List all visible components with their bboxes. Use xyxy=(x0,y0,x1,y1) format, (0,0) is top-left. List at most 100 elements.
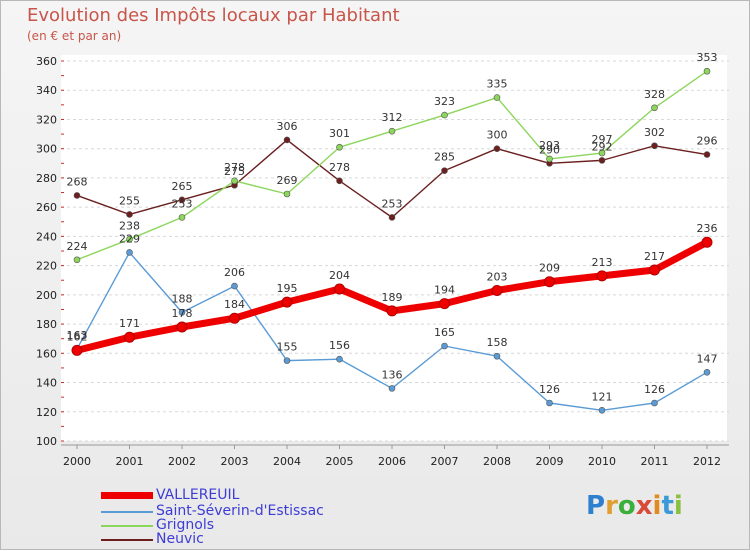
y-tick-label: 200 xyxy=(36,289,57,302)
data-point xyxy=(176,321,188,333)
data-point xyxy=(336,177,343,185)
data-label: 335 xyxy=(487,78,508,91)
data-label: 158 xyxy=(487,336,508,349)
data-label: 204 xyxy=(329,269,350,282)
data-label: 292 xyxy=(592,140,613,153)
data-label: 265 xyxy=(172,180,193,193)
data-label: 255 xyxy=(119,194,140,207)
data-point xyxy=(493,352,501,360)
proxiti-logo: Proxiti xyxy=(586,491,683,521)
data-label: 238 xyxy=(119,219,140,232)
data-point xyxy=(281,296,293,308)
data-point xyxy=(651,142,658,150)
data-label: 229 xyxy=(119,232,140,245)
data-point xyxy=(229,312,240,324)
data-label: 136 xyxy=(382,368,403,381)
data-label: 209 xyxy=(539,262,560,275)
data-label: 353 xyxy=(697,51,718,64)
data-label: 269 xyxy=(277,174,298,187)
data-point xyxy=(71,344,83,356)
data-label: 163 xyxy=(67,329,88,342)
data-point xyxy=(598,407,606,414)
data-point xyxy=(598,157,606,164)
data-label: 224 xyxy=(67,240,88,253)
y-tick-label: 160 xyxy=(36,347,57,360)
data-label: 285 xyxy=(434,151,455,164)
chart-title: Evolution des Impôts locaux par Habitant xyxy=(27,5,400,26)
data-label: 162 xyxy=(67,330,88,343)
x-tick-label: 2004 xyxy=(273,455,301,468)
x-tick-label: 2009 xyxy=(536,455,564,468)
y-tick-label: 280 xyxy=(36,172,57,185)
data-point xyxy=(126,236,133,243)
data-label: 206 xyxy=(224,266,245,279)
data-label: 156 xyxy=(329,339,350,352)
data-label: 178 xyxy=(172,307,193,320)
logo-letter: t xyxy=(661,491,674,521)
data-point xyxy=(283,190,291,198)
data-point xyxy=(651,399,658,407)
data-label: 323 xyxy=(434,95,455,108)
logo-letter: i xyxy=(673,491,683,521)
data-label: 293 xyxy=(539,139,560,152)
y-tick-label: 360 xyxy=(36,55,57,68)
legend-label: VALLEREUIL xyxy=(156,487,240,503)
data-label: 290 xyxy=(539,143,560,156)
data-label: 296 xyxy=(697,135,718,148)
data-label: 297 xyxy=(592,133,613,146)
data-label: 328 xyxy=(644,88,665,101)
data-point xyxy=(178,196,186,204)
data-label: 278 xyxy=(329,161,350,174)
data-label: 165 xyxy=(434,326,455,339)
data-point xyxy=(126,211,133,218)
x-tick-label: 2006 xyxy=(378,455,406,468)
y-tick-label: 180 xyxy=(36,318,57,331)
data-label: 203 xyxy=(487,270,508,283)
x-tick-label: 2011 xyxy=(641,455,669,468)
data-label: 300 xyxy=(487,129,508,142)
x-tick-label: 2003 xyxy=(221,455,249,468)
x-tick-label: 2008 xyxy=(483,455,511,468)
x-tick-label: 2005 xyxy=(326,455,354,468)
legend-swatch xyxy=(101,511,153,513)
y-tick-label: 320 xyxy=(36,113,57,126)
y-tick-label: 220 xyxy=(36,260,57,273)
data-label: 253 xyxy=(172,197,193,210)
data-point xyxy=(73,256,81,264)
y-tick-label: 120 xyxy=(36,406,57,419)
data-label: 194 xyxy=(434,284,455,297)
data-label: 188 xyxy=(172,292,193,305)
logo-letter: x xyxy=(635,491,653,521)
data-point xyxy=(544,276,555,288)
data-point xyxy=(334,283,345,295)
data-label: 213 xyxy=(592,256,613,269)
data-point xyxy=(703,369,711,376)
data-point xyxy=(178,309,186,316)
data-label: 171 xyxy=(119,317,140,330)
data-point xyxy=(178,214,186,221)
data-point xyxy=(491,284,503,296)
x-tick-label: 2010 xyxy=(588,455,616,468)
data-point xyxy=(493,94,501,101)
data-point xyxy=(651,104,658,112)
data-label: 155 xyxy=(277,341,298,354)
data-label: 126 xyxy=(644,383,665,396)
y-tick-label: 260 xyxy=(36,201,57,214)
data-label: 312 xyxy=(382,111,403,124)
data-label: 301 xyxy=(329,127,350,140)
data-label: 268 xyxy=(67,175,88,188)
data-label: 275 xyxy=(224,165,245,178)
data-label: 306 xyxy=(277,120,298,133)
chart-subtitle: (en € et par an) xyxy=(27,29,122,43)
data-point xyxy=(388,385,396,392)
data-point xyxy=(126,249,133,256)
data-point xyxy=(124,331,135,343)
data-label: 217 xyxy=(644,250,665,263)
data-point xyxy=(649,264,660,276)
data-point xyxy=(283,136,291,144)
y-tick-label: 300 xyxy=(36,143,57,156)
legend-label: Saint-Séverin-d'Estissac xyxy=(156,503,324,519)
x-tick-label: 2002 xyxy=(168,455,196,468)
